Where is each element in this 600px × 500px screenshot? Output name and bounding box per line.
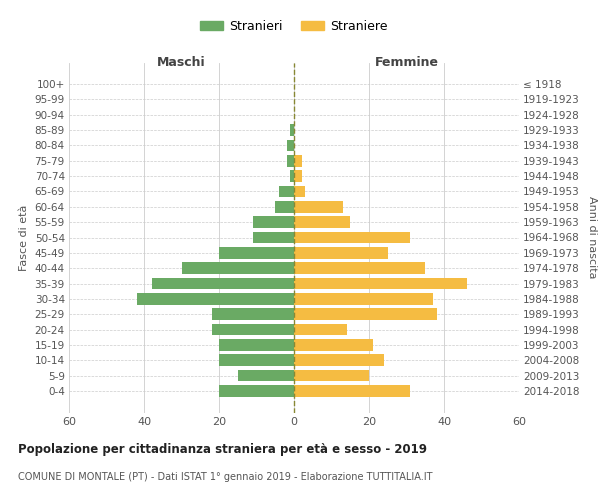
Bar: [151, 278, 294, 289]
Y-axis label: Anni di nascita: Anni di nascita: [587, 196, 597, 278]
Text: Femmine: Femmine: [374, 56, 439, 69]
Bar: [294, 247, 388, 258]
Bar: [279, 186, 294, 197]
Bar: [290, 124, 294, 136]
Legend: Stranieri, Straniere: Stranieri, Straniere: [196, 14, 392, 38]
Bar: [219, 354, 294, 366]
Bar: [212, 324, 294, 336]
Bar: [287, 140, 294, 151]
Bar: [219, 385, 294, 396]
Y-axis label: Fasce di età: Fasce di età: [19, 204, 29, 270]
Bar: [294, 155, 302, 166]
Text: Popolazione per cittadinanza straniera per età e sesso - 2019: Popolazione per cittadinanza straniera p…: [18, 442, 427, 456]
Bar: [294, 385, 410, 396]
Text: Maschi: Maschi: [157, 56, 206, 69]
Bar: [294, 262, 425, 274]
Bar: [287, 155, 294, 166]
Bar: [253, 216, 294, 228]
Bar: [294, 232, 410, 243]
Bar: [182, 262, 294, 274]
Bar: [219, 247, 294, 258]
Bar: [294, 354, 384, 366]
Bar: [294, 216, 350, 228]
Bar: [294, 201, 343, 212]
Bar: [294, 370, 369, 382]
Bar: [275, 201, 294, 212]
Bar: [294, 170, 302, 182]
Bar: [294, 186, 305, 197]
Bar: [253, 232, 294, 243]
Bar: [294, 293, 433, 304]
Bar: [212, 308, 294, 320]
Bar: [137, 293, 294, 304]
Bar: [219, 339, 294, 350]
Text: COMUNE DI MONTALE (PT) - Dati ISTAT 1° gennaio 2019 - Elaborazione TUTTITALIA.IT: COMUNE DI MONTALE (PT) - Dati ISTAT 1° g…: [18, 472, 433, 482]
Bar: [294, 324, 347, 336]
Bar: [294, 339, 373, 350]
Bar: [294, 308, 437, 320]
Bar: [238, 370, 294, 382]
Bar: [294, 278, 467, 289]
Bar: [290, 170, 294, 182]
